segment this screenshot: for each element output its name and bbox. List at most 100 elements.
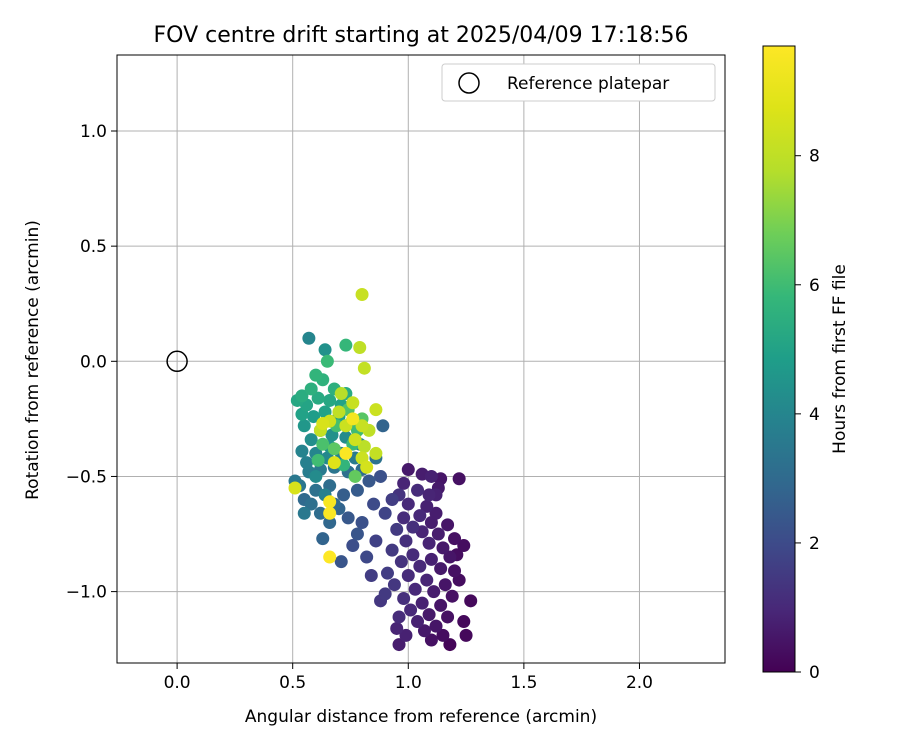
scatter-point (309, 368, 323, 382)
y-tick-label: −1.0 (66, 583, 107, 603)
scatter-point (401, 568, 415, 582)
y-axis-ticks: −1.0 −0.5 0.0 0.5 1.0 (66, 122, 117, 603)
x-axis-label: Angular distance from reference (arcmin) (245, 707, 597, 727)
scatter-point (327, 442, 341, 456)
colorbar-tick-label: 8 (809, 147, 820, 167)
scatter-point (304, 382, 318, 396)
colorbar (762, 45, 796, 673)
scatter-point (427, 585, 441, 599)
scatter-point (415, 596, 429, 610)
scatter-point (369, 403, 383, 417)
scatter-point (441, 518, 455, 532)
scatter-point (297, 506, 311, 520)
scatter-point (401, 497, 415, 511)
scatter-point (323, 550, 337, 564)
y-tick-label: 1.0 (80, 122, 107, 142)
scatter-point (374, 469, 388, 483)
scatter-point (332, 405, 346, 419)
scatter-point (399, 534, 413, 548)
scatter-point (346, 539, 360, 553)
scatter-point (397, 511, 411, 525)
scatter-point (360, 460, 374, 474)
scatter-point (362, 474, 376, 488)
scatter-point (295, 444, 309, 458)
scatter-point (327, 456, 341, 470)
legend-label: Reference platepar (507, 74, 669, 94)
colorbar-label: Hours from first FF file (830, 264, 850, 454)
scatter-point (390, 522, 404, 536)
scatter-point (397, 476, 411, 490)
scatter-point (392, 638, 406, 652)
scatter-point (350, 527, 364, 541)
scatter-point (448, 532, 462, 546)
scatter-point (348, 433, 362, 447)
scatter-point (304, 433, 318, 447)
scatter-point (304, 497, 318, 511)
scatter-point (429, 619, 443, 633)
scatter-point (334, 555, 348, 569)
scatter-point (438, 578, 452, 592)
scatter-point (443, 550, 457, 564)
scatter-point (288, 481, 302, 495)
scatter-point (422, 608, 436, 622)
scatter-point (323, 393, 337, 407)
scatter-point (441, 610, 455, 624)
scatter-point (436, 628, 450, 642)
colorbar-tick-label: 6 (809, 276, 820, 296)
scatter-point (350, 483, 364, 497)
scatter-point (422, 536, 436, 550)
scatter-point (399, 628, 413, 642)
scatter-point (369, 534, 383, 548)
scatter-point (429, 506, 443, 520)
scatter-point (390, 621, 404, 635)
scatter-point (417, 624, 431, 638)
scatter-point (307, 410, 321, 424)
scatter-point (295, 389, 309, 403)
scatter-point (300, 456, 314, 470)
scatter-point (397, 592, 411, 606)
scatter-point (309, 469, 323, 483)
legend-box (441, 63, 716, 102)
scatter-point (434, 598, 448, 612)
scatter-point (387, 578, 401, 592)
scatter-point (436, 541, 450, 555)
y-tick-label: 0.0 (80, 352, 107, 372)
scatter-point (448, 564, 462, 578)
scatter-point (424, 552, 438, 566)
scatter-point (420, 573, 434, 587)
scatter-point (385, 492, 399, 506)
scatter-point (457, 615, 471, 629)
scatter-point (392, 610, 406, 624)
scatter-point (341, 511, 355, 525)
scatter-point (323, 516, 337, 530)
x-axis-ticks: 0.0 0.5 1.0 1.5 2.0 (164, 663, 653, 693)
colorbar-ticks: 0 2 4 6 8 (795, 147, 820, 683)
scatter-point (355, 516, 369, 530)
scatter-point (376, 419, 390, 433)
scatter-point (367, 497, 381, 511)
plot-frame (116, 54, 726, 664)
scatter-point (313, 506, 327, 520)
x-tick-label: 1.5 (510, 673, 537, 693)
reference-platepar-marker (166, 350, 188, 373)
scatter-point (394, 555, 408, 569)
scatter-point (406, 548, 420, 562)
colorbar-tick-label: 2 (809, 534, 820, 554)
scatter-point (311, 453, 325, 467)
scatter-point (348, 469, 362, 483)
colorbar-tick-label: 4 (809, 405, 820, 425)
colorbar-tick-label: 0 (809, 663, 820, 683)
scatter-point (318, 343, 332, 357)
scatter-point (357, 440, 371, 454)
y-tick-label: 0.5 (80, 237, 107, 257)
scatter-point (311, 391, 325, 405)
scatter-point (339, 338, 353, 352)
scatter-point (364, 568, 378, 582)
scatter-point (404, 603, 418, 617)
scatter-point (357, 361, 371, 375)
scatter-point (316, 532, 330, 546)
scatter-point (323, 495, 337, 509)
scatter-point (401, 463, 415, 477)
scatter-point (369, 446, 383, 460)
chart-title: FOV centre drift starting at 2025/04/09 … (154, 23, 689, 48)
